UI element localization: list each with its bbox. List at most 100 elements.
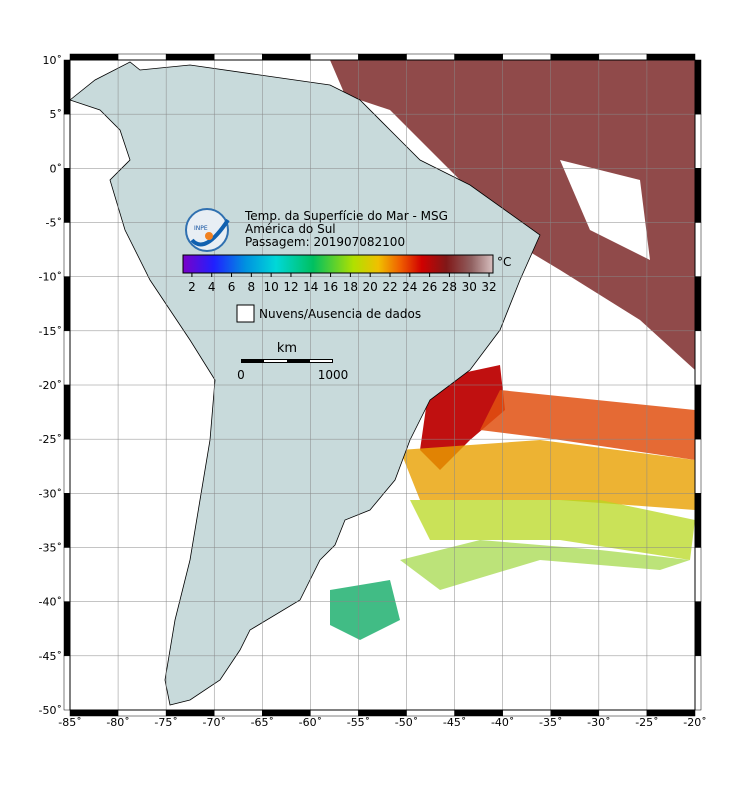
x-tick-label: -45˚: [443, 716, 466, 729]
frame-seg: [694, 276, 702, 332]
colorbar-label: 22: [382, 280, 397, 294]
frame-seg: [213, 53, 263, 61]
colorbar-label: 14: [303, 280, 318, 294]
scale-bar-seg: [264, 360, 287, 362]
x-tick-label: -30˚: [587, 716, 610, 729]
y-tick-label: 0˚: [50, 162, 63, 175]
colorbar-label: 20: [363, 280, 378, 294]
colorbar-label: 2: [188, 280, 196, 294]
x-tick-label: -75˚: [154, 716, 177, 729]
x-tick-label: -25˚: [635, 716, 658, 729]
frame-seg: [63, 438, 71, 494]
colorbar-label: 6: [228, 280, 236, 294]
frame-seg: [550, 53, 600, 61]
x-tick-label: -35˚: [539, 716, 562, 729]
frame-seg: [63, 384, 71, 440]
x-tick-label: -80˚: [106, 716, 129, 729]
x-tick-label: -85˚: [58, 716, 81, 729]
frame-seg: [63, 655, 71, 711]
region: América do Sul: [245, 222, 336, 236]
frame-seg: [694, 113, 702, 169]
colorbar-label: 30: [462, 280, 477, 294]
frame-seg: [262, 53, 311, 61]
y-tick-label: -10˚: [39, 271, 62, 284]
frame-seg: [63, 330, 71, 386]
y-tick-label: -40˚: [39, 596, 62, 609]
frame-seg: [63, 222, 71, 277]
x-tick-label: -50˚: [395, 716, 418, 729]
y-tick-label: -20˚: [39, 379, 62, 392]
colorbar-label: 16: [323, 280, 338, 294]
frame-seg: [117, 53, 167, 61]
y-tick-label: 10˚: [43, 54, 63, 67]
frame-seg: [358, 53, 407, 61]
frame-seg: [694, 438, 702, 494]
colorbar: [182, 254, 494, 274]
y-tick-label: -5˚: [46, 217, 62, 230]
no-data-swatch: [236, 304, 255, 323]
frame-seg: [63, 168, 71, 223]
x-tick-label: -65˚: [251, 716, 274, 729]
map-border: [69, 59, 696, 711]
y-tick-label: -50˚: [39, 704, 62, 717]
colorbar-label: 26: [422, 280, 437, 294]
frame-seg: [63, 59, 71, 115]
scale-end: 1000: [318, 368, 349, 382]
logo-dot: [205, 232, 213, 240]
no-data-label: Nuvens/Ausencia de dados: [259, 307, 421, 321]
scale-bar-seg: [310, 360, 332, 362]
colorbar-label: 18: [343, 280, 358, 294]
x-tick-label: -55˚: [347, 716, 370, 729]
frame-seg: [63, 601, 71, 657]
frame-seg: [694, 384, 702, 440]
frame-seg: [406, 53, 455, 61]
frame-seg: [63, 493, 71, 548]
y-tick-label: -30˚: [39, 487, 62, 500]
frame-seg: [63, 547, 71, 602]
frame-seg: [694, 168, 702, 223]
frame-seg: [502, 53, 552, 61]
colorbar-label: 10: [264, 280, 279, 294]
colorbar-label: 12: [283, 280, 298, 294]
frame: [63, 53, 702, 717]
y-tick-label: 5˚: [50, 108, 63, 121]
pass: Passagem: 201907082100: [245, 235, 405, 249]
y-tick-label: -45˚: [39, 650, 62, 663]
scale-unit: km: [277, 341, 297, 356]
colorbar-unit: °C: [497, 255, 511, 269]
x-tick-label: -60˚: [299, 716, 322, 729]
frame-seg: [598, 53, 648, 61]
logo: [185, 208, 229, 252]
frame-seg: [694, 493, 702, 548]
frame-seg: [694, 330, 702, 386]
logo-arc: [190, 218, 230, 247]
x-tick-label: -40˚: [491, 716, 514, 729]
colorbar-label: 28: [442, 280, 457, 294]
colorbar-label: 32: [481, 280, 496, 294]
frame-seg: [63, 276, 71, 332]
frame-seg: [694, 222, 702, 277]
frame-seg: [694, 547, 702, 602]
y-tick-label: -15˚: [39, 325, 62, 338]
frame-seg: [310, 53, 359, 61]
info-box: INPE Temp. da Superfície do Mar - MSG Am…: [182, 208, 511, 382]
x-tick-label: -20˚: [683, 716, 706, 729]
frame-seg: [694, 655, 702, 711]
frame-seg: [63, 113, 71, 169]
frame-seg: [694, 59, 702, 115]
colorbar-label: 24: [402, 280, 417, 294]
frame-seg: [165, 53, 215, 61]
colorbar-label: 8: [248, 280, 256, 294]
title: Temp. da Superfície do Mar - MSG: [244, 209, 448, 223]
x-tick-label: -70˚: [202, 716, 225, 729]
frame-seg: [69, 53, 119, 61]
frame-seg: [454, 53, 503, 61]
logo-text: INPE: [194, 225, 208, 232]
scale-start: 0: [237, 368, 245, 382]
y-tick-label: -25˚: [39, 433, 62, 446]
frame-seg: [646, 53, 696, 61]
y-tick-label: -35˚: [39, 542, 62, 555]
colorbar-label: 4: [208, 280, 216, 294]
